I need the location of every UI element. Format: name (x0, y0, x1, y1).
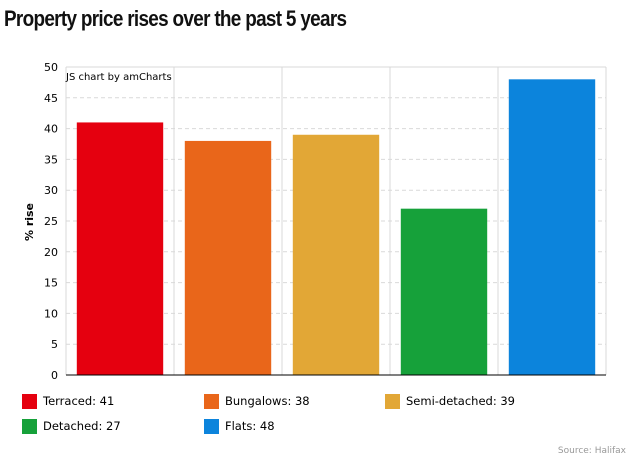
y-tick-label: 50 (44, 61, 58, 74)
bar-semi-detached (292, 134, 380, 375)
y-tick-label: 0 (51, 369, 58, 382)
bar-flats (508, 79, 596, 375)
y-tick-label: 10 (44, 307, 58, 320)
legend-item-terraced[interactable]: Terraced: 41 (22, 394, 114, 409)
bar-terraced (76, 122, 164, 375)
y-tick-label: 45 (44, 92, 58, 105)
legend-label: Bungalows: 38 (225, 394, 310, 408)
legend-item-flats[interactable]: Flats: 48 (204, 419, 275, 434)
y-tick-label: 25 (44, 215, 58, 228)
bar-detached (400, 208, 488, 375)
legend-swatch (204, 419, 219, 434)
legend-swatch (204, 394, 219, 409)
y-tick-label: 40 (44, 123, 58, 136)
legend-label: Flats: 48 (225, 419, 275, 433)
legend-label: Terraced: 41 (42, 394, 114, 408)
legend-swatch (22, 419, 37, 434)
y-tick-label: 15 (44, 277, 58, 290)
y-tick-label: 5 (51, 338, 58, 351)
y-tick-label: 35 (44, 153, 58, 166)
source-note: Source: Halifax (557, 446, 626, 456)
legend-label: Detached: 27 (43, 419, 121, 433)
y-axis-ticks: 0 5 10 15 20 25 30 35 40 45 50 (44, 61, 58, 382)
y-tick-label: 20 (44, 246, 58, 259)
bars (76, 79, 596, 375)
legend-swatch (385, 394, 400, 409)
legend-item-semi-detached[interactable]: Semi-detached: 39 (385, 394, 515, 409)
y-axis-label: % rise (23, 203, 36, 241)
bar-bungalows (184, 140, 272, 375)
legend-item-bungalows[interactable]: Bungalows: 38 (204, 394, 310, 409)
legend-item-detached[interactable]: Detached: 27 (22, 419, 121, 434)
chart-credit: JS chart by amCharts (65, 72, 172, 83)
y-tick-label: 30 (44, 184, 58, 197)
legend: Terraced: 41 Bungalows: 38 Semi-detached: … (22, 394, 515, 434)
legend-swatch (22, 394, 37, 409)
chart-title: Property price rises over the past 5 yea… (4, 6, 347, 31)
legend-label: Semi-detached: 39 (406, 394, 515, 408)
